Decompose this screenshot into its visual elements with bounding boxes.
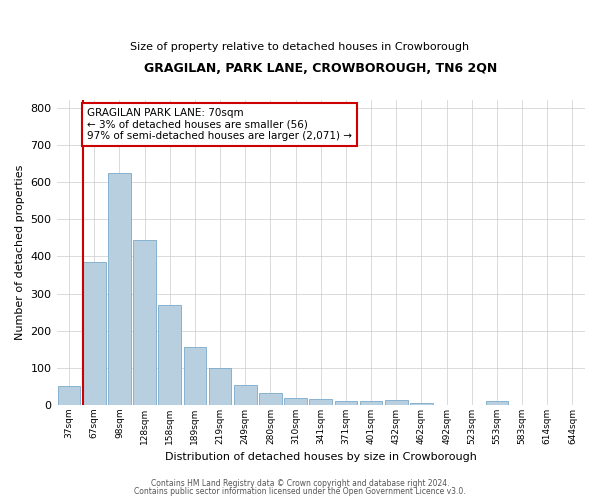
Bar: [158, 304, 181, 405]
Bar: [133, 240, 156, 405]
Bar: [385, 400, 407, 405]
Bar: [284, 398, 307, 405]
Title: GRAGILAN, PARK LANE, CROWBOROUGH, TN6 2QN: GRAGILAN, PARK LANE, CROWBOROUGH, TN6 2Q…: [144, 62, 497, 76]
X-axis label: Distribution of detached houses by size in Crowborough: Distribution of detached houses by size …: [165, 452, 477, 462]
Text: GRAGILAN PARK LANE: 70sqm
← 3% of detached houses are smaller (56)
97% of semi-d: GRAGILAN PARK LANE: 70sqm ← 3% of detach…: [87, 108, 352, 141]
Bar: [58, 386, 80, 405]
Bar: [234, 386, 257, 405]
Bar: [410, 403, 433, 405]
Bar: [259, 393, 282, 405]
Text: Contains public sector information licensed under the Open Government Licence v3: Contains public sector information licen…: [134, 487, 466, 496]
Bar: [335, 402, 357, 405]
Bar: [485, 402, 508, 405]
Bar: [360, 402, 382, 405]
Bar: [310, 400, 332, 405]
Text: Contains HM Land Registry data © Crown copyright and database right 2024.: Contains HM Land Registry data © Crown c…: [151, 478, 449, 488]
Bar: [83, 262, 106, 405]
Y-axis label: Number of detached properties: Number of detached properties: [15, 165, 25, 340]
Text: Size of property relative to detached houses in Crowborough: Size of property relative to detached ho…: [130, 42, 470, 52]
Bar: [209, 368, 232, 405]
Bar: [184, 348, 206, 405]
Bar: [108, 172, 131, 405]
